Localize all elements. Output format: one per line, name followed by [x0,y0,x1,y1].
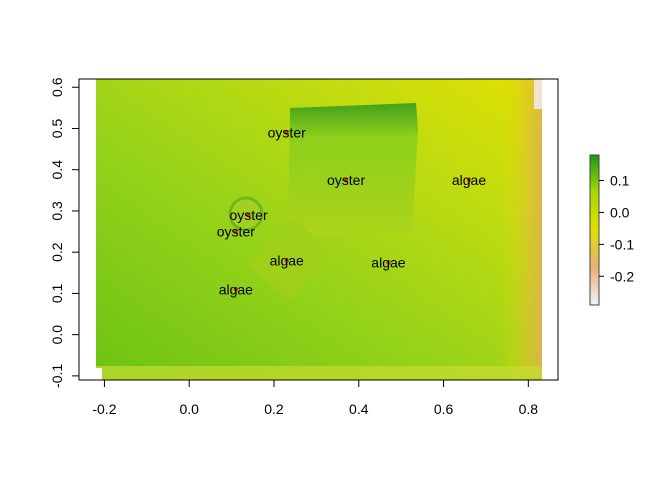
raster-top-plate [288,103,418,237]
x-axis: -0.2 0.0 0.2 0.4 0.6 0.8 [92,379,539,417]
point-label: algae [219,281,253,297]
colorbar-tick-label: 0.0 [610,204,630,220]
point-label: algae [452,172,486,188]
colorbar-gradient [589,154,600,306]
raster-right-white [534,79,542,109]
x-tick-label: 0.4 [349,401,369,417]
heatmap-raster [96,79,542,380]
y-tick-label: 0.2 [49,242,65,262]
y-tick-label: 0.1 [49,283,65,303]
y-tick-label: 0.5 [49,119,65,139]
data-point [246,212,251,218]
colorbar-tick-label: -0.2 [610,268,634,284]
raster-round-object [228,196,264,232]
data-point [466,177,472,183]
y-axis: -0.1 0.0 0.1 0.2 0.3 0.4 0.5 0.6 [49,77,80,388]
data-point [233,287,239,292]
colorbar-tick-label: -0.1 [610,236,634,252]
raster-white-notch [96,368,102,380]
point-label: oyster [217,224,255,240]
y-tick-label: 0.0 [49,325,65,345]
point-label: oyster [229,207,267,223]
point-label: algae [371,254,405,270]
point-label: oyster [327,172,365,188]
point-label: algae [270,252,304,268]
x-tick-label: 0.8 [519,401,539,417]
y-tick-label: -0.1 [49,364,65,388]
y-tick-label: 0.4 [49,160,65,180]
data-point [233,229,239,234]
raster-square-plate [249,217,331,301]
y-tick-label: 0.3 [49,201,65,221]
x-tick-label: 0.0 [179,401,199,417]
data-point [386,260,391,265]
data-point [343,177,349,183]
data-point [284,130,289,135]
x-tick-label: -0.2 [92,401,116,417]
colorbar: 0.1 0.0 -0.1 -0.2 [589,154,634,306]
x-tick-label: 0.6 [434,401,454,417]
point-label: oyster [268,125,306,141]
data-point [284,258,289,263]
colorbar-tick-label: 0.1 [610,173,630,189]
x-tick-label: 0.2 [264,401,284,417]
y-tick-label: 0.6 [49,77,65,97]
raster-bottom-strip [96,366,542,380]
raster-right-edge [500,79,542,380]
